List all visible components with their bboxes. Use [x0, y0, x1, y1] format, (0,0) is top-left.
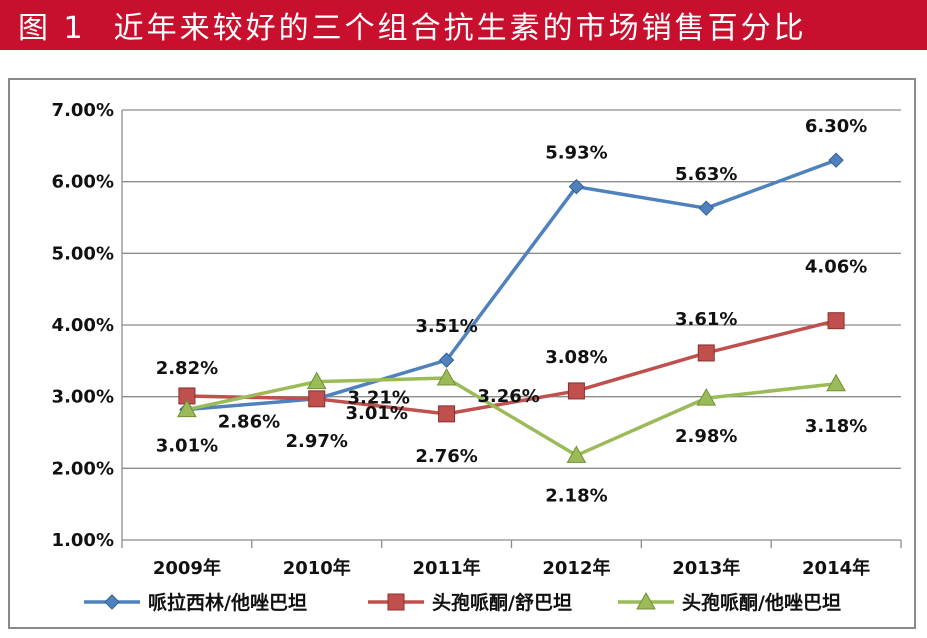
data-label: 3.26% [477, 386, 539, 407]
figure-number: 图 1 [18, 11, 86, 46]
data-label: 2.82% [156, 358, 218, 379]
x-tick-label: 2014年 [802, 557, 870, 579]
legend-marker [104, 594, 120, 610]
series-line-3 [186, 376, 837, 458]
data-label: 3.01% [156, 436, 218, 457]
data-label: 2.76% [415, 446, 477, 467]
y-tick-label: 6.00% [52, 172, 114, 193]
y-tick-label: 1.00% [52, 530, 114, 551]
data-point-series-2 [827, 312, 845, 330]
data-point-series-3 [696, 388, 717, 406]
data-label: 2.86% [218, 412, 280, 433]
line-chart: 1.00% 2.00% 3.00% 4.00% 5.00% 6.00% 7.00% 2009年… [52, 100, 902, 614]
data-point-series-1 [438, 352, 455, 368]
x-tick-label: 2009年 [153, 557, 221, 579]
x-tick-label: 2012年 [542, 557, 610, 579]
y-tick-label: 5.00% [52, 243, 114, 264]
x-tick-label: 2011年 [413, 557, 481, 579]
data-label: 3.01% [346, 403, 408, 424]
data-point-series-2 [438, 405, 456, 423]
series-line-1 [186, 158, 837, 412]
data-point-series-1 [828, 152, 844, 168]
data-label: 2.18% [545, 485, 607, 506]
data-point-series-1 [568, 178, 585, 195]
data-label: 3.61% [675, 309, 737, 330]
data-point-series-2 [567, 382, 585, 400]
data-point-series-3 [306, 371, 327, 390]
y-tick-label: 4.00% [52, 315, 114, 336]
figure-title: 近年来较好的三个组合抗生素的市场销售百分比 [113, 11, 807, 46]
figure-title-bar: 图 1 近年来较好的三个组合抗生素的市场销售百分比 [0, 0, 927, 50]
chart-frame: 1.00% 2.00% 3.00% 4.00% 5.00% 6.00% 7.00% 2009年… [8, 78, 916, 629]
data-label: 4.06% [805, 257, 867, 278]
legend-label: 头孢哌酮/他唑巴坦 [682, 591, 841, 614]
data-point-series-3 [826, 373, 846, 392]
data-label: 3.18% [805, 416, 867, 437]
data-label: 6.30% [805, 116, 867, 137]
x-tick-label: 2010年 [283, 557, 351, 579]
legend-marker [387, 593, 405, 611]
data-label: 2.98% [675, 426, 737, 447]
data-label: 3.51% [415, 316, 477, 337]
data-point-series-1 [698, 200, 714, 216]
data-point-series-3 [177, 399, 197, 418]
series-line-2 [186, 319, 837, 416]
data-label: 2.97% [286, 431, 348, 452]
data-point-series-2 [697, 344, 715, 362]
y-tick-label: 7.00% [52, 100, 114, 121]
data-point-series-3 [566, 445, 587, 463]
legend-label: 哌拉西林/他唑巴坦 [148, 591, 307, 614]
data-label: 3.08% [545, 347, 607, 368]
data-label: 5.63% [675, 164, 737, 185]
y-tick-label: 2.00% [52, 458, 114, 479]
data-label: 5.93% [545, 143, 607, 164]
y-tick-label: 3.00% [52, 387, 114, 408]
data-label: 3.21% [348, 388, 410, 409]
data-point-series-3 [436, 368, 457, 386]
data-point-series-2 [308, 390, 326, 408]
x-tick-label: 2013年 [672, 557, 740, 579]
legend-label: 头孢哌酮/舒巴坦 [432, 591, 572, 614]
legend-marker [636, 591, 656, 610]
